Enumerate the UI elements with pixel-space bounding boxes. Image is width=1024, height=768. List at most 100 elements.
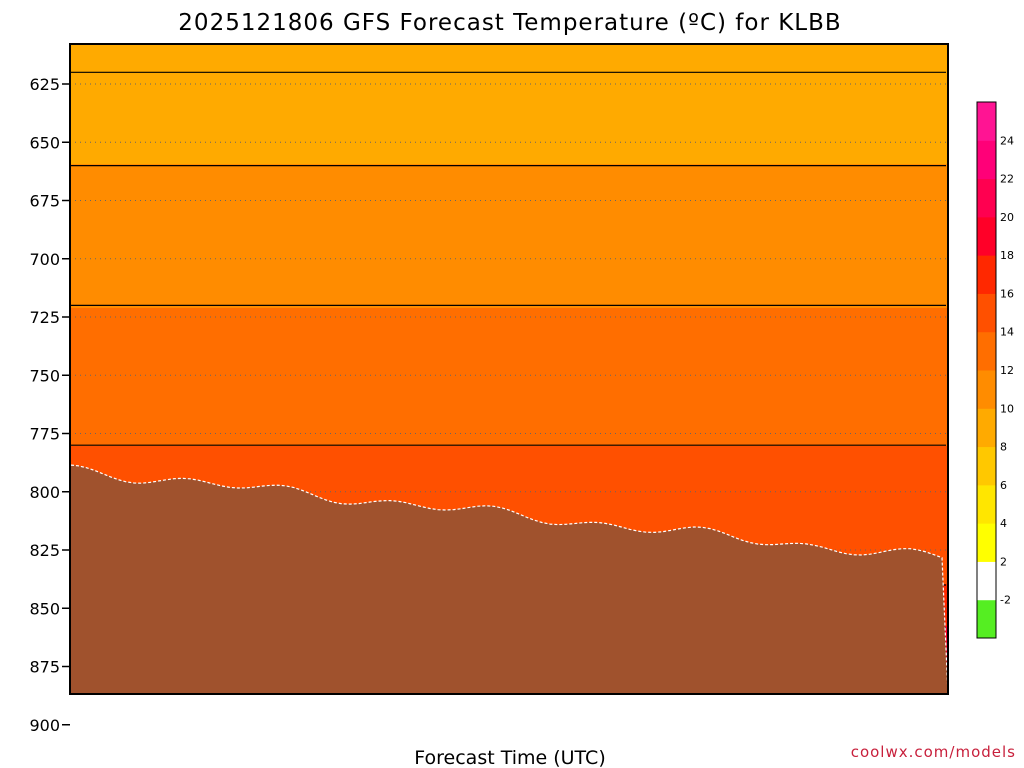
temperature-band-cell — [382, 44, 389, 165]
y-tick-label: 650 — [29, 133, 60, 152]
temperature-band-cell — [826, 446, 833, 585]
temperature-band-cell — [850, 164, 857, 309]
temperature-band-cell — [562, 308, 569, 447]
temperature-band-cell — [916, 446, 923, 585]
temperature-band-cell — [460, 44, 467, 165]
temperature-band-cell — [88, 308, 95, 447]
temperature-band-cell — [214, 44, 221, 165]
temperature-band-cell — [652, 44, 659, 165]
temperature-band-cell — [622, 308, 629, 447]
temperature-band-cell — [412, 308, 419, 447]
colorbar-frame — [976, 101, 997, 639]
temperature-band-cell — [424, 308, 431, 447]
temperature-band-cell — [862, 308, 869, 447]
temperature-band-cell — [634, 308, 641, 447]
temperature-band-cell — [544, 44, 551, 165]
temperature-band-cell — [322, 44, 329, 165]
temperature-band-cell — [664, 308, 671, 447]
temperature-band-cell — [910, 164, 917, 309]
temperature-band-cell — [856, 308, 863, 447]
temperature-band-cell — [442, 44, 449, 165]
temperature-band-cell — [202, 44, 209, 165]
temperature-band-cell — [724, 446, 731, 585]
temperature-band-cell — [394, 44, 401, 165]
temperature-band-cell — [802, 308, 809, 447]
temperature-band-cell — [844, 164, 851, 309]
colorbar-label: 18 — [1000, 249, 1014, 262]
temperature-band-cell — [904, 44, 911, 165]
temperature-band-cell — [742, 44, 749, 165]
temperature-band-cell — [76, 308, 83, 447]
temperature-band-cell — [826, 308, 833, 447]
temperature-band-cell — [610, 446, 617, 585]
temperature-band-cell — [934, 308, 941, 447]
temperature-band-cell — [388, 308, 395, 447]
temperature-band-cell — [784, 446, 791, 585]
temperature-band-cell — [76, 164, 83, 309]
temperature-band-cell — [946, 584, 948, 627]
temperature-band-cell — [796, 44, 803, 165]
temperature-band-cell — [940, 44, 947, 165]
temperature-band-cell — [718, 164, 725, 309]
temperature-band-cell — [490, 308, 497, 447]
temperature-band-cell — [292, 308, 299, 447]
temperature-band-cell — [364, 164, 371, 309]
temperature-band-cell — [760, 44, 767, 165]
temperature-band-cell — [388, 164, 395, 309]
temperature-band-cell — [316, 164, 323, 309]
temperature-band-cell — [268, 308, 275, 447]
temperature-band-cell — [142, 44, 149, 165]
temperature-bands — [70, 44, 948, 669]
temperature-band-cell — [454, 44, 461, 165]
temperature-band-cell — [154, 164, 161, 309]
terrain-surface — [70, 464, 948, 694]
temperature-band-cell — [634, 44, 641, 165]
temperature-band-cell — [904, 308, 911, 447]
temperature-band-cell — [562, 164, 569, 309]
temperature-band-cell — [868, 446, 875, 585]
temperature-band-cell — [694, 446, 701, 585]
temperature-band-cell — [328, 164, 335, 309]
temperature-band-cell — [538, 446, 545, 585]
y-tick-label: 675 — [29, 192, 60, 211]
temperature-band-cell — [730, 164, 737, 309]
temperature-band-cell — [502, 308, 509, 447]
temperature-band-cell — [652, 308, 659, 447]
temperature-band-cell — [118, 164, 125, 309]
temperature-band-cell — [136, 44, 143, 165]
temperature-band-cell — [340, 44, 347, 165]
temperature-band-cell — [154, 44, 161, 165]
y-tick-label: 850 — [29, 599, 60, 618]
temperature-band-cell — [640, 164, 647, 309]
temperature-band-cell — [598, 446, 605, 585]
temperature-band-cell — [160, 44, 167, 165]
temperature-band-cell — [862, 44, 869, 165]
temperature-band-cell — [376, 308, 383, 447]
temperature-band-cell — [298, 44, 305, 165]
temperature-band-cell — [736, 164, 743, 309]
temperature-band-cell — [640, 446, 647, 585]
temperature-band-cell — [580, 164, 587, 309]
temperature-band-cell — [112, 164, 119, 309]
temperature-band-cell — [526, 164, 533, 309]
temperature-band-cell — [676, 446, 683, 585]
colorbar-swatch — [977, 561, 996, 601]
colorbar-swatch — [977, 293, 996, 333]
temperature-band-cell — [688, 44, 695, 165]
temperature-band-cell — [388, 44, 395, 165]
temperature-band-cell — [238, 308, 245, 447]
temperature-band-cell — [892, 44, 899, 165]
temperature-band-cell — [754, 308, 761, 447]
temperature-band-cell — [310, 164, 317, 309]
temperature-band-cell — [478, 164, 485, 309]
temperature-band-cell — [220, 164, 227, 309]
temperature-band-cell — [310, 44, 317, 165]
temperature-band-cell — [448, 308, 455, 447]
temperature-band-cell — [640, 44, 647, 165]
temperature-band-cell — [616, 446, 623, 585]
temperature-band-cell — [190, 44, 197, 165]
temperature-band-cell — [172, 164, 179, 309]
credit-text[interactable]: coolwx.com/models — [851, 743, 1016, 761]
temperature-band-cell — [142, 308, 149, 447]
